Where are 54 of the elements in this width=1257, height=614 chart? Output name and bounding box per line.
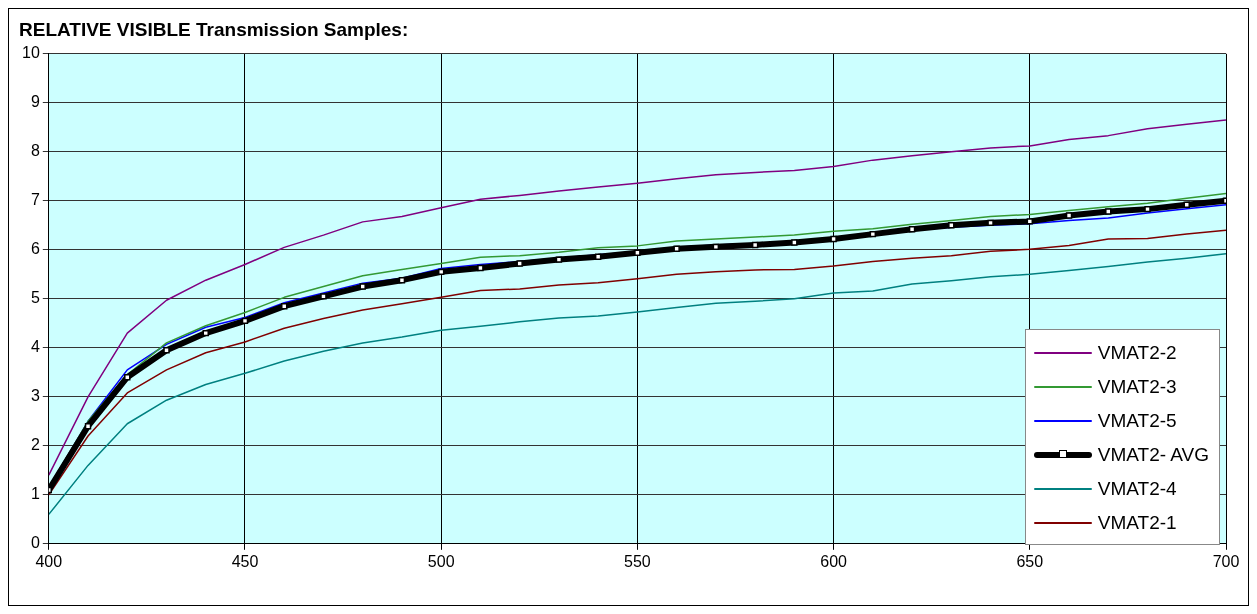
y-tick-label: 7 [30,191,40,209]
y-tick-label: 1 [30,485,40,503]
point [751,241,759,249]
point [555,256,563,263]
legend-label: VMAT2-2 [1097,342,1177,364]
y-tick-label: 10 [22,44,40,62]
point [1144,205,1151,213]
legend-label: VMAT2-5 [1097,410,1177,432]
x-tick-label: 400 [35,552,63,570]
point [320,293,327,300]
point [84,422,92,430]
x-tick-label: 600 [820,552,848,570]
point [791,239,798,246]
point [948,222,955,229]
point [908,226,916,233]
x-tick-label: 500 [427,552,455,570]
point [124,373,131,381]
y-tick-label: 6 [30,240,40,258]
legend-label: VMAT2-4 [1097,478,1177,500]
point [202,329,209,337]
y-tick-label: 2 [30,436,40,454]
y-tick-label: 9 [30,93,40,111]
point [163,347,170,354]
point [712,243,720,251]
x-tick-label: 550 [624,552,651,570]
point [477,264,484,272]
point [1065,212,1073,219]
point [437,268,445,276]
y-tick-label: 4 [30,338,40,356]
x-tick-label: 700 [1212,552,1240,570]
point [1026,218,1034,225]
x-tick-label: 650 [1016,552,1044,570]
point [398,276,406,284]
point [594,253,602,260]
point [241,317,249,325]
legend-label: VMAT2- AVG [1097,444,1209,466]
point [987,219,994,227]
y-tick-label: 3 [30,387,40,405]
point [281,302,288,310]
legend-label: VMAT2-1 [1097,512,1177,534]
chart-title: RELATIVE VISIBLE Transmission Samples: [19,18,409,40]
y-tick-label: 5 [30,289,40,307]
point [1183,201,1190,208]
point [1105,208,1112,215]
y-tick-label: 8 [30,142,40,160]
point [359,283,366,290]
point [869,230,877,238]
x-tick-label: 450 [231,552,259,570]
point [830,235,837,243]
legend-label: VMAT2-3 [1097,376,1177,398]
point [634,249,641,256]
y-tick-label: 0 [30,534,40,552]
point [673,245,680,253]
point [516,260,523,267]
